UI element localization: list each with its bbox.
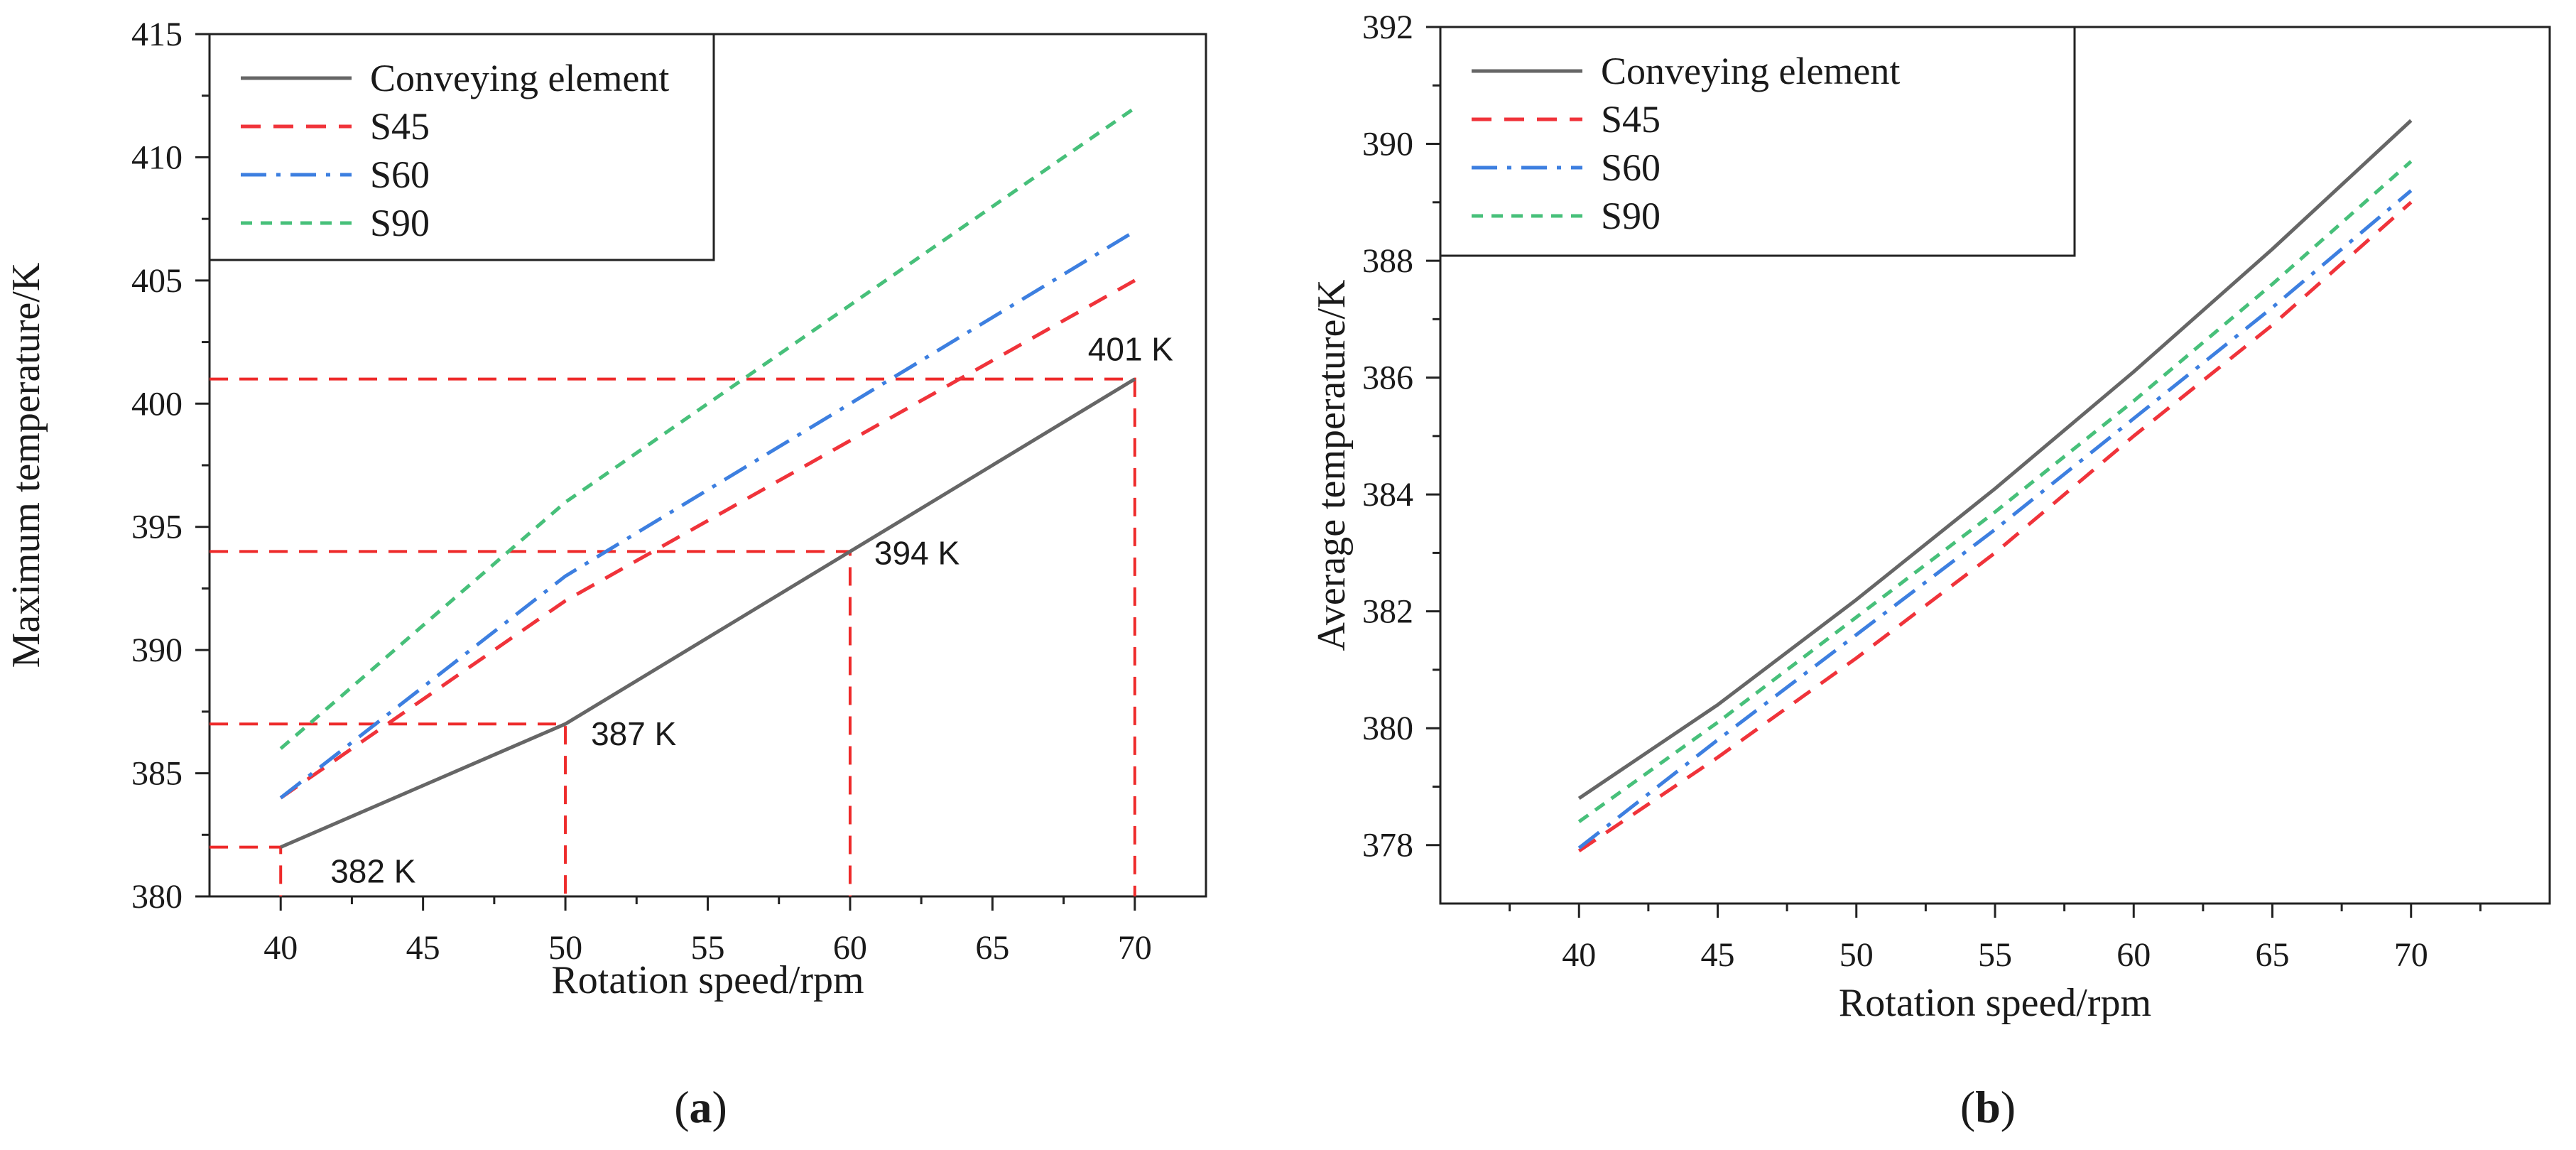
legend-label-s90: S90 — [370, 202, 430, 244]
legend: Conveying element S45 S60 S90 — [208, 33, 715, 261]
x-tick-label: 40 — [1562, 936, 1596, 974]
y-tick-label: 390 — [1362, 126, 1413, 163]
annotation-label: 387 K — [591, 715, 677, 752]
series-line-s45 — [1577, 200, 2413, 853]
panel-label-open-paren: ( — [674, 1082, 689, 1132]
x-tick-label: 65 — [975, 929, 1009, 967]
x-tick-label: 60 — [833, 929, 867, 967]
y-axis-title: Average temperature/K — [1310, 280, 1354, 651]
panel-label-letter: b — [1975, 1082, 2001, 1132]
panel-label-open-paren: ( — [1960, 1082, 1975, 1132]
panel-label-close-paren: ) — [2001, 1082, 2016, 1132]
x-tick-label: 45 — [406, 929, 440, 967]
legend-label-s45: S45 — [370, 105, 430, 148]
annotation-label: 401 K — [1088, 331, 1174, 368]
y-tick-label: 388 — [1362, 242, 1413, 280]
panel-label: (b) — [1960, 1082, 2016, 1132]
legend-label-s45: S45 — [1601, 98, 1661, 141]
series-line-s90 — [1577, 160, 2413, 823]
y-tick-label: 395 — [131, 509, 183, 546]
series-line-s90 — [279, 107, 1136, 750]
annotation-label: 382 K — [330, 853, 416, 890]
y-tick-label: 380 — [131, 878, 183, 916]
x-axis-title: Rotation speed/rpm — [551, 958, 864, 1002]
x-tick-label: 45 — [1701, 936, 1735, 974]
y-tick-label: 390 — [131, 631, 183, 669]
y-tick-label: 384 — [1362, 476, 1413, 514]
legend: Conveying element S45 S60 S90 — [1439, 26, 2076, 257]
y-tick-label: 382 — [1362, 593, 1413, 631]
y-tick-label: 385 — [131, 755, 183, 793]
panel-label-close-paren: ) — [712, 1082, 727, 1132]
panel-b: 378 380 382 384 386 388 390 392 40 45 50 55 60 65 70 Ro… — [1310, 9, 2551, 1132]
legend-box — [208, 33, 715, 261]
y-tick-label: 378 — [1362, 827, 1413, 864]
legend-box — [1439, 26, 2076, 257]
x-tick-label: 55 — [691, 929, 725, 967]
legend-label-conveying-element: Conveying element — [1601, 50, 1900, 92]
panel-label: (a) — [674, 1082, 727, 1132]
y-tick-label: 410 — [131, 139, 183, 176]
series-line-s45 — [279, 278, 1136, 800]
x-tick-label: 50 — [1839, 936, 1874, 974]
x-tick-label: 60 — [2116, 936, 2151, 974]
series-line-conveying-element — [280, 377, 1136, 849]
y-axis-title: Maximum temperature/K — [4, 263, 48, 668]
annotation-label: 394 K — [874, 534, 960, 571]
y-tick-label: 380 — [1362, 710, 1413, 747]
legend-label-s60: S60 — [370, 153, 430, 196]
panel-a: 380 385 390 395 400 405 410 415 40 45 50 55 60 65 70 Ro… — [4, 16, 1207, 1132]
series-line-s60 — [1577, 189, 2413, 850]
y-tick-label: 386 — [1362, 359, 1413, 397]
x-axis-title: Rotation speed/rpm — [1839, 981, 2151, 1025]
series-line-s60 — [279, 229, 1136, 800]
x-tick-label: 50 — [548, 929, 582, 967]
legend-label-s90: S90 — [1601, 195, 1661, 237]
y-tick-label: 392 — [1362, 9, 1413, 46]
y-tick-label: 415 — [131, 16, 183, 53]
legend-label-conveying-element: Conveying element — [370, 57, 669, 99]
x-tick-label: 65 — [2256, 936, 2290, 974]
panel-label-letter: a — [690, 1082, 712, 1132]
x-tick-label: 40 — [263, 929, 298, 967]
legend-label-s60: S60 — [1601, 146, 1661, 189]
x-tick-label: 70 — [2394, 936, 2428, 974]
y-tick-label: 405 — [131, 262, 183, 300]
x-tick-label: 55 — [1978, 936, 2012, 974]
guide-line — [210, 845, 283, 896]
y-tick-label: 400 — [131, 385, 183, 423]
x-tick-label: 70 — [1118, 929, 1152, 967]
